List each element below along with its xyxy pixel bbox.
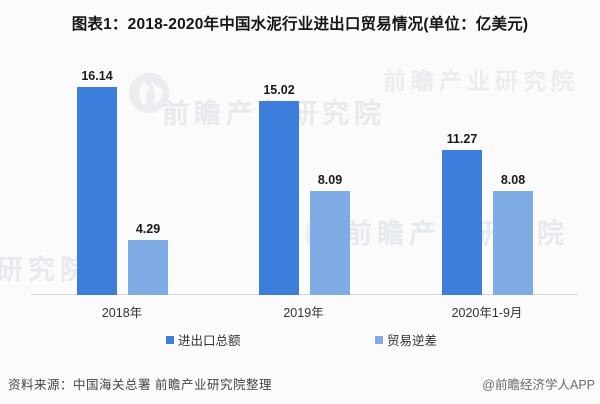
legend-label: 贸易逆差: [387, 334, 438, 348]
bar-进出口总额-2020年1-9月: [442, 150, 482, 295]
credit-note: @前瞻经济学人APP: [482, 378, 595, 392]
bar-value-label: 8.08: [500, 173, 526, 187]
category-label: 2018年: [101, 306, 143, 320]
legend-item-进出口总额: 进出口总额: [166, 330, 241, 349]
bar-贸易逆差-2020年1-9月: [493, 191, 533, 295]
bar-value-label: 8.09: [317, 173, 343, 187]
bar-value-label: 15.02: [263, 83, 295, 97]
x-axis-line: [31, 294, 578, 295]
bar-进出口总额-2018年: [77, 87, 117, 295]
bar-贸易逆差-2019年: [310, 191, 350, 295]
source-note: 资料来源：中国海关总署 前瞻产业研究院整理: [8, 378, 272, 392]
bar-value-label: 4.29: [135, 222, 161, 236]
legend-marker-icon: [166, 335, 174, 344]
legend-label: 进出口总额: [178, 334, 241, 348]
category-label: 2020年1-9月: [451, 306, 523, 320]
legend-marker-icon: [375, 335, 383, 344]
chart-title: 图表1：2018-2020年中国水泥行业进出口贸易情况(单位：亿美元): [71, 16, 529, 33]
bar-value-label: 11.27: [446, 132, 478, 146]
bar-进出口总额-2019年: [259, 101, 299, 295]
bar-贸易逆差-2018年: [128, 240, 168, 295]
category-label: 2019年: [283, 306, 324, 320]
bar-value-label: 16.14: [81, 69, 113, 83]
legend-item-贸易逆差: 贸易逆差: [375, 330, 437, 349]
